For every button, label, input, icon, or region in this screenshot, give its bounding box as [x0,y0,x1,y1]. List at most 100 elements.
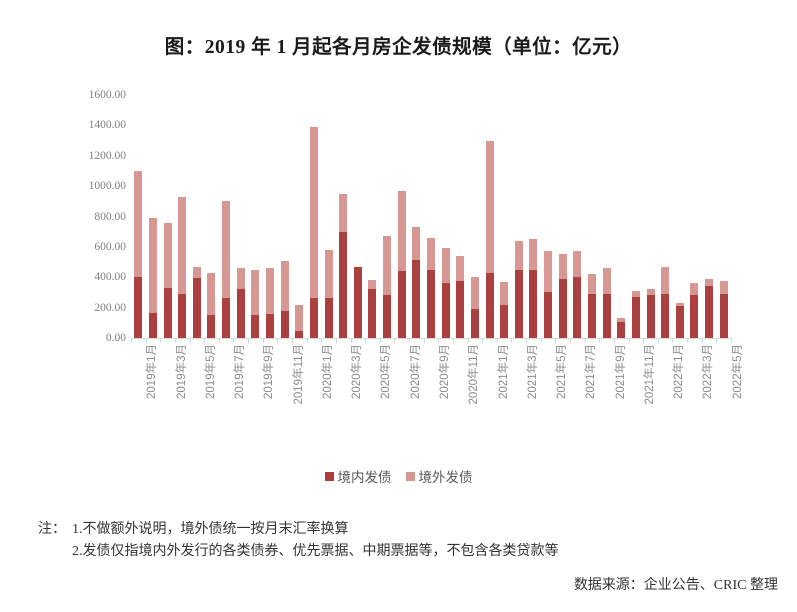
bar-group[interactable] [424,95,439,338]
bar-segment-overseas[interactable] [456,256,465,282]
bar-segment-overseas[interactable] [514,240,523,270]
bar-stack[interactable] [690,283,699,338]
bar-segment-domestic[interactable] [353,267,362,338]
bar-segment-overseas[interactable] [529,239,538,271]
bar-stack[interactable] [514,240,523,338]
bar-segment-domestic[interactable] [529,270,538,338]
bar-segment-domestic[interactable] [148,312,157,338]
bar-group[interactable] [570,95,585,338]
bar-segment-overseas[interactable] [397,190,406,272]
bar-stack[interactable] [236,268,245,338]
bar-group[interactable] [672,95,687,338]
bar-segment-domestic[interactable] [675,306,684,338]
bar-segment-overseas[interactable] [485,140,494,273]
bar-segment-domestic[interactable] [631,297,640,338]
bar-stack[interactable] [529,239,538,338]
bar-stack[interactable] [192,266,201,338]
bar-segment-overseas[interactable] [383,236,392,296]
bar-segment-overseas[interactable] [587,274,596,294]
bar-segment-domestic[interactable] [544,292,553,338]
bar-segment-overseas[interactable] [705,278,714,287]
bar-stack[interactable] [617,318,626,338]
bar-stack[interactable] [705,278,714,338]
bar-stack[interactable] [266,268,275,338]
bar-segment-overseas[interactable] [368,280,377,289]
bar-segment-domestic[interactable] [705,286,714,338]
bar-stack[interactable] [719,281,728,338]
bar-stack[interactable] [295,305,304,338]
bar-segment-domestic[interactable] [207,315,216,338]
bar-segment-overseas[interactable] [134,170,143,278]
bar-stack[interactable] [456,256,465,338]
bar-segment-overseas[interactable] [280,260,289,312]
bar-stack[interactable] [368,280,377,338]
bar-segment-domestic[interactable] [295,331,304,338]
bar-segment-domestic[interactable] [412,259,421,338]
bar-segment-domestic[interactable] [309,297,318,338]
bar-group[interactable] [643,95,658,338]
bar-group[interactable] [453,95,468,338]
bar-stack[interactable] [251,269,260,338]
bar-group[interactable] [702,95,717,338]
bar-stack[interactable] [280,260,289,338]
bar-segment-domestic[interactable] [280,311,289,338]
bar-stack[interactable] [573,251,582,338]
bar-segment-overseas[interactable] [602,268,611,294]
bar-segment-domestic[interactable] [222,297,231,338]
bar-stack[interactable] [178,196,187,338]
bar-stack[interactable] [148,218,157,338]
bar-stack[interactable] [631,290,640,338]
legend-item[interactable]: 境内发债 [324,466,392,486]
bar-segment-domestic[interactable] [456,281,465,338]
bar-stack[interactable] [558,254,567,338]
bar-group[interactable] [555,95,570,338]
bar-segment-overseas[interactable] [148,218,157,313]
bar-stack[interactable] [646,288,655,338]
bar-segment-overseas[interactable] [617,318,626,323]
bar-segment-overseas[interactable] [222,201,231,298]
bar-group[interactable] [468,95,483,338]
bar-group[interactable] [365,95,380,338]
bar-segment-overseas[interactable] [236,268,245,290]
legend-item[interactable]: 境外发债 [405,466,473,486]
bar-stack[interactable] [397,190,406,338]
bar-segment-domestic[interactable] [192,278,201,338]
bar-group[interactable] [716,95,731,338]
bar-segment-overseas[interactable] [178,196,187,294]
bar-segment-domestic[interactable] [617,322,626,338]
bar-segment-domestic[interactable] [573,276,582,338]
bar-group[interactable] [190,95,205,338]
bar-segment-domestic[interactable] [426,269,435,338]
bar-segment-overseas[interactable] [690,283,699,296]
bar-stack[interactable] [163,222,172,338]
bar-segment-overseas[interactable] [207,272,216,316]
bar-group[interactable] [219,95,234,338]
bar-group[interactable] [263,95,278,338]
bar-stack[interactable] [353,266,362,338]
bar-group[interactable] [351,95,366,338]
bar-segment-overseas[interactable] [412,227,421,260]
bar-group[interactable] [204,95,219,338]
bar-segment-domestic[interactable] [646,295,655,338]
bar-segment-domestic[interactable] [500,305,509,338]
bar-group[interactable] [599,95,614,338]
bar-segment-domestic[interactable] [485,272,494,338]
bar-stack[interactable] [412,227,421,338]
bar-segment-domestic[interactable] [163,287,172,338]
bar-group[interactable] [629,95,644,338]
bar-group[interactable] [511,95,526,338]
bar-segment-overseas[interactable] [309,126,318,298]
bar-segment-domestic[interactable] [587,293,596,338]
bar-group[interactable] [307,95,322,338]
bar-segment-domestic[interactable] [661,293,670,338]
bar-stack[interactable] [222,201,231,338]
bar-stack[interactable] [675,303,684,338]
bar-segment-overseas[interactable] [353,266,362,268]
bar-group[interactable] [175,95,190,338]
bar-segment-overseas[interactable] [631,290,640,297]
bar-segment-overseas[interactable] [573,251,582,277]
bar-segment-overseas[interactable] [675,303,684,307]
bar-stack[interactable] [383,236,392,338]
bar-segment-overseas[interactable] [470,277,479,310]
bar-segment-domestic[interactable] [178,293,187,338]
